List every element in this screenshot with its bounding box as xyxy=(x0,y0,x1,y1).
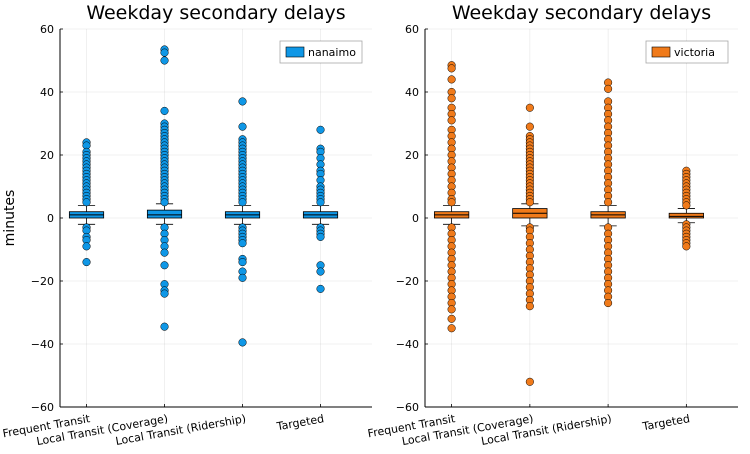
outlier-point xyxy=(525,302,534,311)
chart-title: Weekday secondary delays xyxy=(452,2,711,24)
legend-box xyxy=(645,40,729,64)
box-victoria-2 xyxy=(590,78,626,308)
y-tick-label: 40 xyxy=(405,86,419,99)
legend-swatch xyxy=(651,46,671,58)
outlier-point xyxy=(160,289,169,298)
outlier-point xyxy=(682,242,691,251)
outlier-point xyxy=(447,324,456,333)
y-tick-label: 40 xyxy=(40,86,54,99)
y-tick-label: −60 xyxy=(31,401,54,414)
outlier-point xyxy=(447,314,456,323)
outlier-point xyxy=(238,258,247,267)
outlier-point xyxy=(238,198,247,207)
box-nanaimo-0 xyxy=(68,138,105,267)
box-victoria-1 xyxy=(512,103,548,386)
outlier-point xyxy=(160,322,169,331)
outlier-point xyxy=(316,232,325,241)
outlier-point xyxy=(604,198,613,207)
outlier-point xyxy=(238,338,247,347)
legend-label: victoria xyxy=(674,46,715,59)
y-tick-label: −60 xyxy=(396,401,419,414)
outlier-point xyxy=(238,239,247,248)
outlier-point xyxy=(447,64,456,73)
outlier-point xyxy=(238,273,247,282)
outlier-point xyxy=(525,103,534,112)
y-tick-label: 0 xyxy=(412,212,419,225)
y-tick-label: −40 xyxy=(396,338,419,351)
legend-victoria: victoria xyxy=(645,40,729,64)
y-tick-label: 20 xyxy=(40,149,54,162)
outlier-point xyxy=(316,198,325,207)
legend-label: nanaimo xyxy=(308,46,356,59)
outlier-point xyxy=(604,84,613,93)
box-victoria-3 xyxy=(668,166,704,251)
outlier-point xyxy=(160,48,169,57)
outlier-point xyxy=(525,377,534,386)
y-tick-label: −40 xyxy=(31,338,54,351)
y-tick-label: 60 xyxy=(405,23,419,36)
legend-swatch xyxy=(285,46,305,58)
box-body xyxy=(668,212,704,219)
outlier-point xyxy=(160,261,169,270)
outlier-point xyxy=(682,201,691,210)
outlier-point xyxy=(82,242,91,251)
outlier-point xyxy=(316,125,325,134)
outlier-point xyxy=(447,75,456,84)
outlier-point xyxy=(604,299,613,308)
panel-nanaimo: Weekday secondary delays −60 −40 −20 0 20 40 60… xyxy=(2,2,372,448)
outlier-point xyxy=(160,106,169,115)
outlier-point xyxy=(525,122,534,131)
outlier-point xyxy=(316,284,325,293)
outlier-point xyxy=(238,122,247,131)
legend-nanaimo: nanaimo xyxy=(279,40,363,64)
box-nanaimo-3 xyxy=(302,125,339,293)
outlier-point xyxy=(447,198,456,207)
outlier-point xyxy=(82,198,91,207)
y-tick-label: 20 xyxy=(405,149,419,162)
outlier-point xyxy=(160,248,169,257)
outlier-point xyxy=(447,94,456,103)
y-tick-label: −20 xyxy=(396,275,419,288)
y-tick-label: −20 xyxy=(31,275,54,288)
legend-box xyxy=(279,40,363,64)
outlier-point xyxy=(525,198,534,207)
chart-title: Weekday secondary delays xyxy=(86,2,345,24)
outlier-point xyxy=(82,258,91,267)
x-tick-label: Targeted xyxy=(641,412,691,433)
panel-victoria: Weekday secondary delays −60 −40 −20 0 20 40 60… xyxy=(367,2,738,448)
box-nanaimo-2 xyxy=(224,97,261,347)
box-victoria-0 xyxy=(433,61,470,333)
outlier-point xyxy=(160,56,169,65)
y-axis-label: minutes xyxy=(2,190,18,247)
outlier-point xyxy=(160,198,169,207)
box-body xyxy=(146,209,183,219)
box-nanaimo-1 xyxy=(146,45,183,331)
outlier-point xyxy=(316,267,325,276)
y-tick-label: 60 xyxy=(40,23,54,36)
y-tick-label: 0 xyxy=(47,212,54,225)
outlier-point xyxy=(447,116,456,125)
x-tick-label: Targeted xyxy=(275,412,325,433)
outlier-point xyxy=(447,305,456,314)
outlier-point xyxy=(238,97,247,106)
